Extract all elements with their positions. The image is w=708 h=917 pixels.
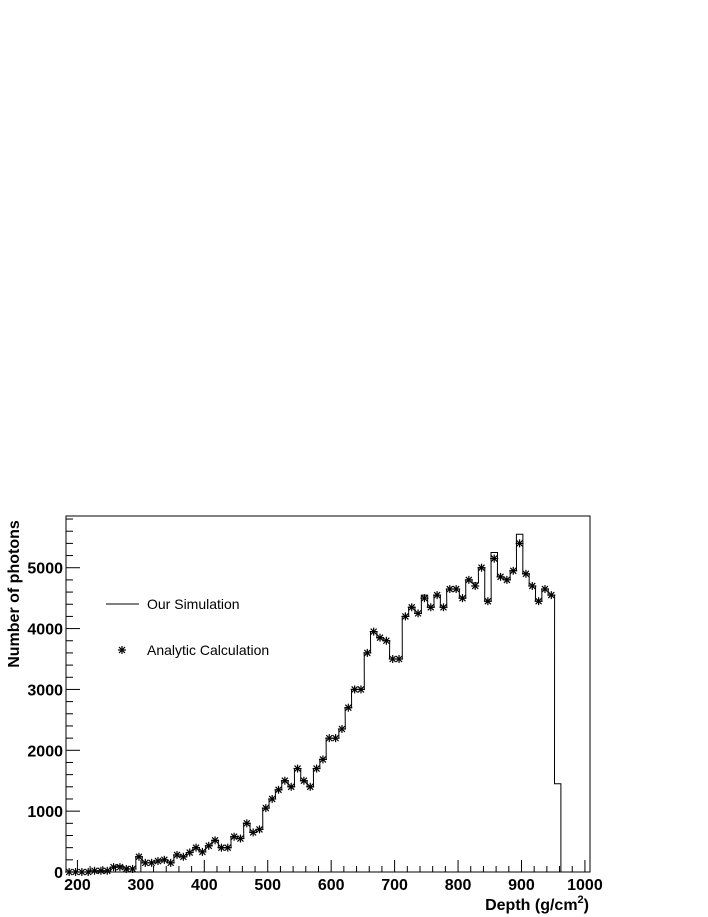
data-point-marker [223, 843, 232, 852]
data-point-marker [490, 554, 499, 563]
data-point-marker [153, 857, 162, 866]
data-point-marker [426, 603, 435, 612]
data-point-marker [382, 636, 391, 645]
data-point-marker [103, 866, 112, 875]
data-point-marker [84, 868, 93, 876]
data-point-marker [160, 855, 169, 864]
series-analytic-calculation [65, 539, 556, 876]
x-tick-label: 700 [381, 877, 408, 894]
data-point-marker [547, 591, 556, 600]
data-point-marker [115, 863, 124, 872]
data-point-marker [464, 575, 473, 584]
x-axis-title-end: ) [584, 897, 589, 914]
data-point-marker [230, 832, 239, 841]
data-point-marker [337, 724, 346, 733]
data-point-marker [287, 782, 296, 791]
y-axis-title: Number of photons [6, 520, 23, 668]
data-point-marker [515, 539, 524, 548]
data-point-marker [483, 597, 492, 606]
data-point-marker [534, 597, 543, 606]
data-point-marker [496, 572, 505, 581]
data-point-marker [401, 612, 410, 621]
data-point-marker [255, 825, 264, 834]
x-tick-label: 400 [191, 877, 218, 894]
series-our-simulation [66, 533, 562, 873]
data-point-marker [179, 852, 188, 861]
legend: Our Simulation Analytic Calculation [106, 596, 269, 658]
y-tick-label: 0 [54, 865, 63, 882]
data-point-marker [502, 575, 511, 584]
data-point-marker [363, 648, 372, 657]
plot-area-border [65, 515, 591, 873]
data-point-marker [185, 848, 194, 857]
data-point-marker [477, 563, 486, 572]
y-tick-label: 5000 [27, 561, 63, 578]
data-point-marker [318, 755, 327, 764]
data-point-marker [242, 819, 251, 828]
data-point-marker [420, 594, 429, 603]
data-point-marker [331, 734, 340, 743]
x-tick-label: 300 [128, 877, 155, 894]
y-tick-label: 4000 [27, 622, 63, 639]
data-point-marker [211, 836, 220, 845]
x-axis-title-superscript: 2 [578, 894, 584, 906]
data-point-marker [528, 581, 537, 590]
data-point-marker [198, 847, 207, 856]
data-point-marker [369, 627, 378, 636]
data-point-marker [204, 841, 213, 850]
data-point-marker [147, 858, 156, 867]
legend-star-marker [118, 646, 126, 654]
data-point-marker [509, 566, 518, 575]
data-point-marker [356, 685, 365, 694]
x-axis-title-main: Depth (g/cm [485, 897, 577, 914]
data-point-marker [192, 843, 201, 852]
data-point-marker [274, 785, 283, 794]
legend-marker-analytic-calculation [118, 646, 126, 654]
data-point-marker [280, 776, 289, 785]
data-point-marker [376, 633, 385, 642]
plot-frame [65, 515, 591, 873]
data-point-marker [306, 782, 315, 791]
data-point-marker [439, 603, 448, 612]
x-tick-label: 600 [318, 877, 345, 894]
legend-label-our-simulation: Our Simulation [147, 596, 240, 612]
data-point-marker [521, 569, 530, 578]
x-tick-label: 800 [445, 877, 472, 894]
x-tick-label: 1000 [567, 877, 603, 894]
y-tick-label: 1000 [27, 804, 63, 821]
y-tick-label: 2000 [27, 743, 63, 760]
x-tick-label: 500 [254, 877, 281, 894]
data-point-marker [452, 585, 461, 594]
data-point-marker [134, 852, 143, 861]
data-point-marker [395, 655, 404, 664]
data-point-marker [344, 703, 353, 712]
data-point-marker [471, 581, 480, 590]
data-point-marker [268, 794, 277, 803]
legend-label-analytic-calculation: Analytic Calculation [147, 642, 269, 658]
x-axis-title: Depth (g/cm2) [485, 894, 589, 914]
data-point-marker [166, 858, 175, 867]
data-point-marker [128, 864, 137, 873]
y-tick-label: 3000 [27, 682, 63, 699]
data-point-marker [293, 764, 302, 773]
x-tick-label: 200 [64, 877, 91, 894]
data-point-marker [407, 603, 416, 612]
data-point-marker [249, 828, 258, 837]
data-point-marker [261, 804, 270, 813]
data-point-marker [433, 591, 442, 600]
data-point-marker [236, 834, 245, 843]
data-point-marker [312, 764, 321, 773]
data-point-marker [414, 609, 423, 618]
x-axis: 200 300 400 500 600 700 800 900 1000 [64, 860, 603, 894]
simulation-step-line [66, 533, 562, 873]
x-tick-label: 900 [508, 877, 535, 894]
data-point-marker [173, 850, 182, 859]
y-axis: 0 1000 2000 3000 4000 5000 [27, 518, 80, 882]
data-point-marker [458, 594, 467, 603]
data-point-marker [299, 776, 308, 785]
data-point-marker [540, 585, 549, 594]
